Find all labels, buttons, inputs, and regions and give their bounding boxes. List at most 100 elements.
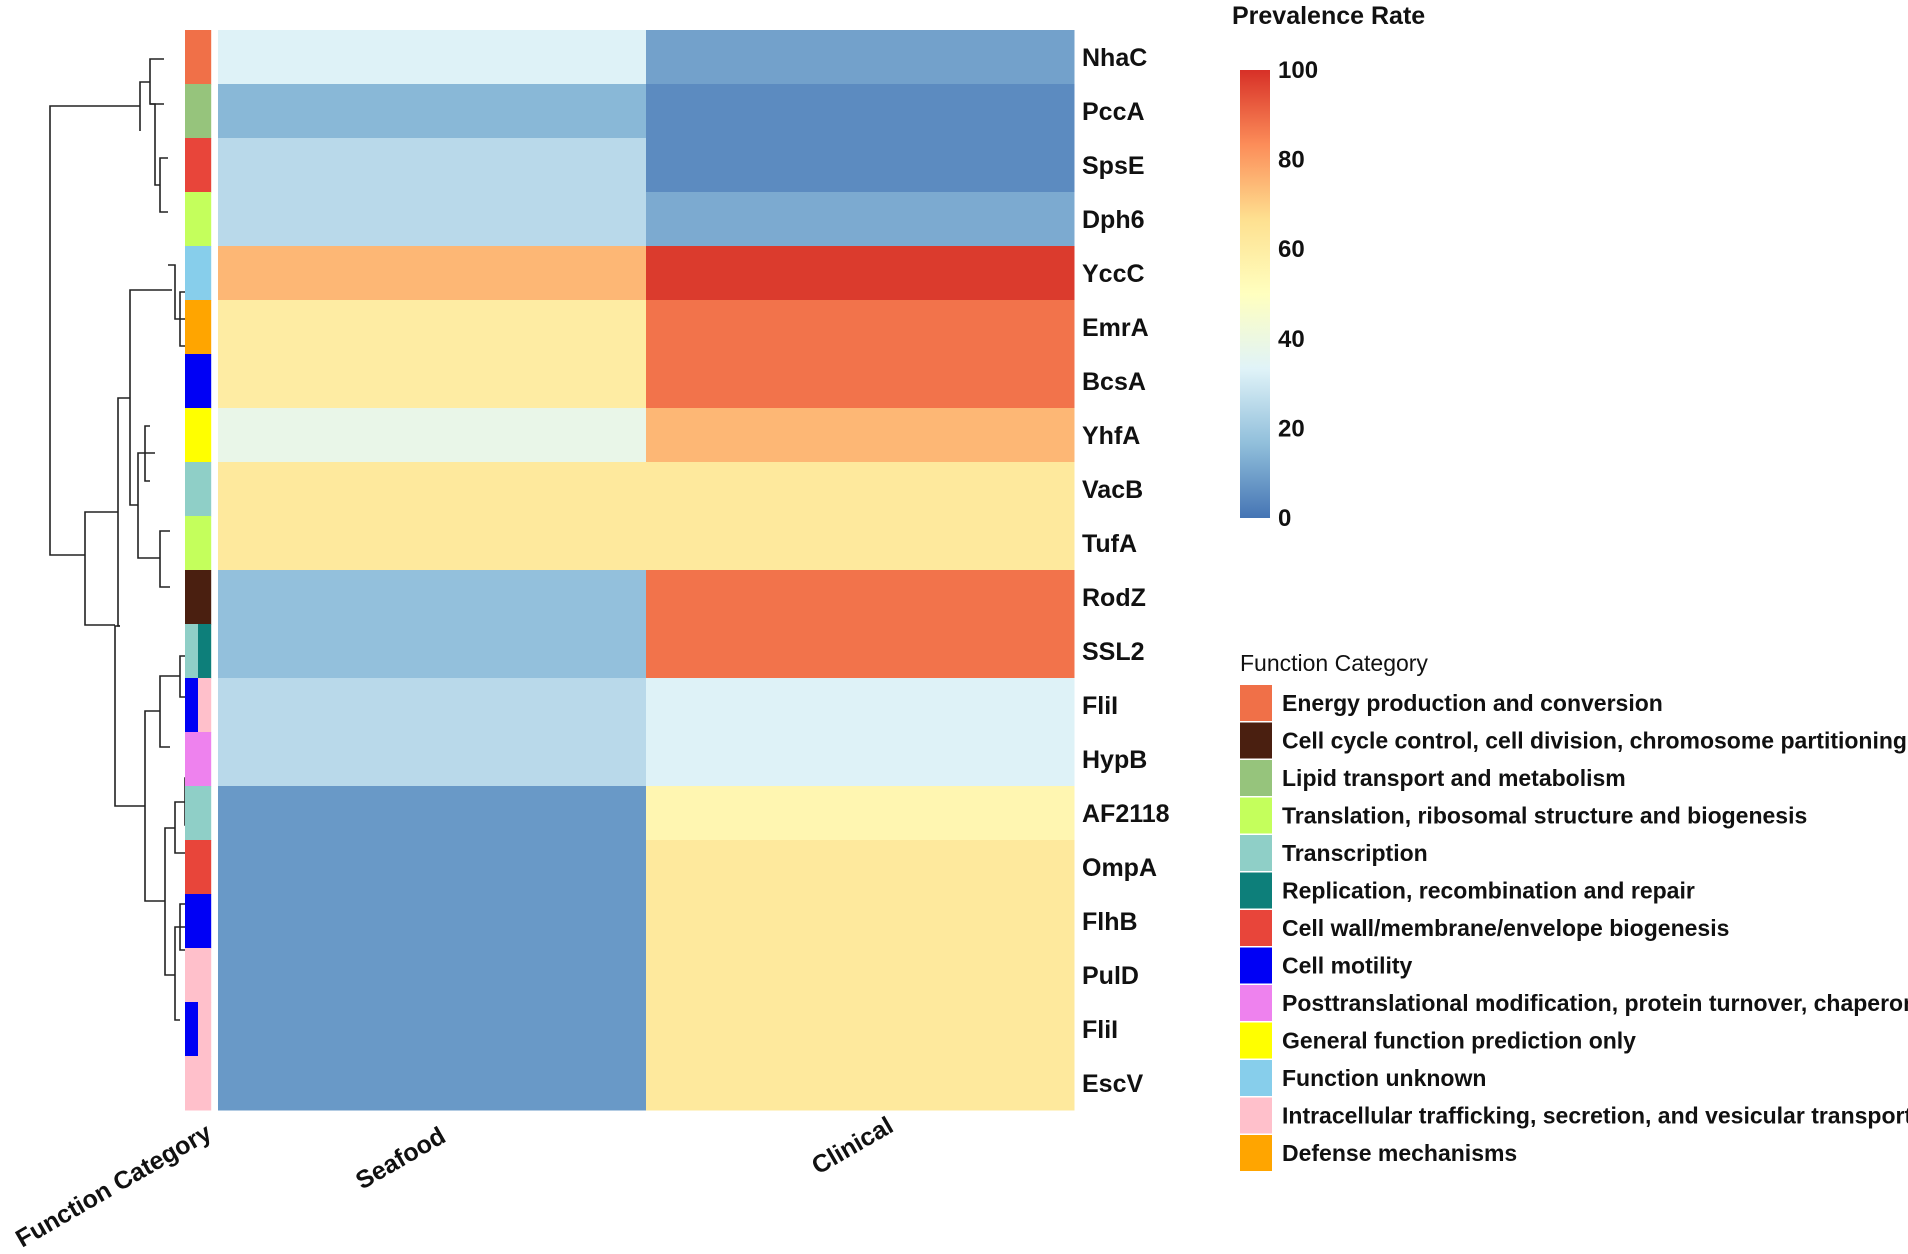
category-cell-8-0 — [185, 462, 212, 517]
cell-flii-12-seafood — [218, 678, 647, 733]
legend-swatch-transcription — [1240, 835, 1272, 871]
category-cell-15-0 — [185, 840, 212, 895]
gene-label-escv-19: EscV — [1082, 1070, 1143, 1098]
cell-af2118-14-seafood — [218, 786, 647, 841]
cell-pcca-1-seafood — [218, 84, 647, 139]
legend-swatch-translation-ribosomal-structure-and-biogenesis — [1240, 797, 1272, 834]
category-cell-2-0 — [185, 138, 212, 193]
gene-label-vacb-8: VacB — [1082, 476, 1143, 504]
cell-emra-5-seafood — [218, 300, 647, 355]
gene-labels: NhaC PccA SpsE Dph6 YccC EmrA BcsA YhfA VacB TufA… — [1082, 44, 1170, 1098]
category-cell-11-0 — [185, 624, 199, 679]
gene-label-af2118-14: AF2118 — [1082, 800, 1170, 828]
gene-label-puld-17: PulD — [1082, 962, 1139, 990]
cell-escv-19-clinical — [646, 1056, 1075, 1111]
gene-label-spse-2: SpsE — [1082, 152, 1145, 180]
cell-flii-12-clinical — [646, 678, 1075, 733]
cell-ompa-15-clinical — [646, 840, 1075, 895]
cell-emra-5-clinical — [646, 300, 1075, 355]
function-category-axis-label: Function Category — [11, 1118, 216, 1253]
legend-label-energy-production-and-conversion: Energy production and conversion — [1282, 690, 1663, 716]
legend-swatch-cell-cycle-control-cell-division-chromosome-partitioning — [1240, 722, 1272, 759]
legend-label-replication-recombination-and-repair: Replication, recombination and repair — [1282, 878, 1695, 904]
legend-swatch-cell-wall-membrane-envelope-biogenesis — [1240, 910, 1272, 946]
legend-swatch-energy-production-and-conversion — [1240, 685, 1272, 721]
category-cell-10-0 — [185, 570, 212, 625]
gene-label-bcsa-6: BcsA — [1082, 368, 1146, 396]
cell-nhac-0-seafood — [218, 30, 647, 85]
cell-hypb-13-seafood — [218, 732, 647, 787]
gene-label-pcca-1: PccA — [1082, 98, 1145, 126]
category-cell-5-0 — [185, 300, 212, 355]
cell-rodz-10-clinical — [646, 570, 1075, 625]
gene-label-ssl2-11: SSL2 — [1082, 638, 1145, 666]
legend-label-lipid-transport-and-metabolism: Lipid transport and metabolism — [1282, 765, 1626, 791]
legend-label-translation-ribosomal-structure-and-biogenesis: Translation, ribosomal structure and bio… — [1282, 803, 1807, 829]
category-cell-6-0 — [185, 354, 212, 409]
legend-swatch-intracellular-trafficking-secretion-and-vesicular-transport — [1240, 1097, 1272, 1134]
category-cell-11-1 — [198, 624, 212, 679]
cell-nhac-0-clinical — [646, 30, 1075, 85]
category-cell-7-0 — [185, 408, 212, 463]
category-cell-16-0 — [185, 894, 212, 949]
cell-vacb-8-clinical — [646, 462, 1075, 517]
legend-title: Function Category — [1240, 650, 1428, 676]
legend-label-cell-motility: Cell motility — [1282, 953, 1413, 979]
cell-tufa-9-clinical — [646, 516, 1075, 571]
cell-flhb-16-seafood — [218, 894, 647, 949]
scale-tick-100: 100 — [1278, 57, 1318, 84]
cell-escv-19-seafood — [218, 1056, 647, 1111]
category-cell-17-0 — [185, 948, 212, 1003]
category-cell-0-0 — [185, 30, 212, 85]
legend-label-function-unknown: Function unknown — [1282, 1065, 1486, 1091]
category-cell-3-0 — [185, 192, 212, 247]
cell-dph6-3-seafood — [218, 192, 647, 247]
cell-spse-2-seafood — [218, 138, 647, 193]
gene-label-flii-12: FliI — [1082, 692, 1118, 720]
gene-label-nhac-0: NhaC — [1082, 44, 1147, 72]
cell-yccc-4-clinical — [646, 246, 1075, 301]
cell-spse-2-clinical — [646, 138, 1075, 193]
legend-swatch-posttranslational-modification-protein-turnover-chaperones — [1240, 985, 1272, 1021]
cell-yhfa-7-clinical — [646, 408, 1075, 463]
cell-ssl2-11-clinical — [646, 624, 1075, 679]
gene-label-rodz-10: RodZ — [1082, 584, 1146, 612]
category-cell-18-1 — [198, 1002, 212, 1057]
category-cell-9-0 — [185, 516, 212, 571]
category-cell-4-0 — [185, 246, 212, 301]
scale-tick-80: 80 — [1278, 147, 1305, 174]
cell-yccc-4-seafood — [218, 246, 647, 301]
cell-pcca-1-clinical — [646, 84, 1075, 139]
cell-flhb-16-clinical — [646, 894, 1075, 949]
legend-swatch-function-unknown — [1240, 1060, 1272, 1096]
cell-tufa-9-seafood — [218, 516, 647, 571]
legend-label-transcription: Transcription — [1282, 840, 1428, 866]
color-scale-bar — [1240, 70, 1270, 518]
category-cell-19-0 — [185, 1056, 212, 1111]
gene-label-tufa-9: TufA — [1082, 530, 1137, 558]
gene-label-flii-18: FliI — [1082, 1016, 1118, 1044]
cell-flii-18-clinical — [646, 1002, 1075, 1057]
cell-bcsa-6-clinical — [646, 354, 1075, 409]
scale-tick-20: 20 — [1278, 415, 1305, 442]
category-cell-18-0 — [185, 1002, 199, 1057]
legend-label-general-function-prediction-only: General function prediction only — [1282, 1028, 1636, 1054]
cell-puld-17-seafood — [218, 948, 647, 1003]
legend-label-defense-mechanisms: Defense mechanisms — [1282, 1140, 1517, 1166]
cell-dph6-3-clinical — [646, 192, 1075, 247]
category-cell-12-0 — [185, 678, 199, 733]
cell-vacb-8-seafood — [218, 462, 647, 517]
gene-label-dph6-3: Dph6 — [1082, 206, 1145, 234]
cell-af2118-14-clinical — [646, 786, 1075, 841]
category-cell-14-0 — [185, 786, 212, 841]
cell-rodz-10-seafood — [218, 570, 647, 625]
legend-label-cell-wall-membrane-envelope-biogenesis: Cell wall/membrane/envelope biogenesis — [1282, 915, 1729, 941]
color-scale-title: Prevalence Rate — [1232, 2, 1425, 30]
legend-swatch-general-function-prediction-only — [1240, 1022, 1272, 1059]
legend-label-cell-cycle-control-cell-division-chromosome-partitioning: Cell cycle control, cell division, chrom… — [1282, 728, 1907, 754]
gene-label-hypb-13: HypB — [1082, 746, 1147, 774]
color-scale-ticks: 0 20 40 60 80 100 — [1278, 57, 1318, 532]
category-cell-12-1 — [198, 678, 212, 733]
row-dendrogram — [49, 58, 200, 1021]
gene-label-flhb-16: FlhB — [1082, 908, 1138, 936]
